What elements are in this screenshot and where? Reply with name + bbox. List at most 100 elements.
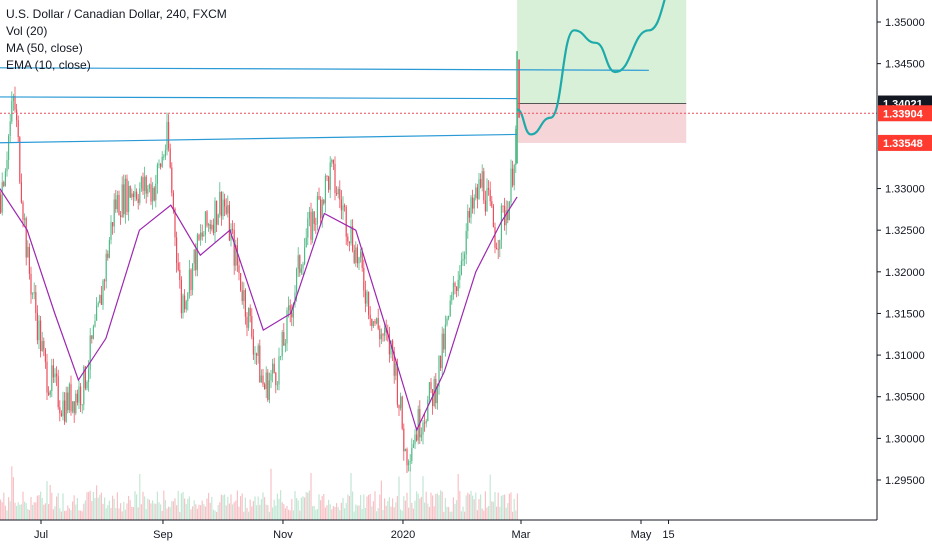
candle-body (299, 255, 301, 273)
candle-body (436, 387, 438, 404)
volume-bar (46, 481, 48, 520)
candle-body (3, 182, 5, 187)
volume-bar (54, 506, 56, 520)
candle-body (278, 356, 280, 385)
candle-body (144, 176, 146, 191)
volume-bar (459, 491, 461, 520)
volume-bar (9, 501, 11, 520)
candle-body (108, 239, 110, 258)
candle-body (168, 121, 170, 149)
candle-body (489, 189, 491, 202)
volume-bar (300, 497, 302, 520)
candle-body (241, 290, 243, 302)
candle-body (32, 293, 34, 295)
candle-body (344, 205, 346, 207)
legend-volume[interactable]: Vol (20) (6, 24, 48, 38)
volume-bar (507, 503, 509, 520)
price-tag-label: 1.33904 (883, 108, 924, 120)
candle-body (380, 334, 382, 340)
candle-body (468, 210, 470, 218)
volume-bar (454, 503, 456, 520)
candle-body (513, 164, 515, 186)
volume-bar (284, 508, 286, 520)
volume-bar (456, 500, 458, 520)
candle-body (283, 332, 285, 346)
volume-bar (176, 505, 178, 520)
volume-bar (420, 496, 422, 520)
volume-bar (377, 508, 379, 520)
candle-body (112, 222, 114, 227)
candle-body (1, 182, 3, 213)
candle-body (190, 269, 192, 291)
volume-bar (227, 496, 229, 520)
candle-body (222, 199, 224, 217)
volume-bar (0, 499, 2, 520)
volume-bar (427, 503, 429, 520)
candle-body (491, 201, 493, 207)
candle-body (443, 333, 445, 350)
volume-bar (422, 476, 424, 520)
candle-body (248, 307, 250, 328)
candle-body (393, 351, 395, 376)
volume-bar (334, 506, 336, 520)
volume-bar (228, 503, 230, 520)
candle-body (4, 171, 6, 187)
volume-bar (372, 501, 374, 520)
volume-bar (25, 503, 27, 520)
volume-bar (328, 499, 330, 520)
volume-bar (97, 497, 99, 520)
volume-bar (400, 509, 402, 520)
legend-ema[interactable]: EMA (10, close) (6, 58, 91, 72)
candle-body (72, 401, 74, 412)
volume-bar (416, 491, 418, 520)
candle-body (425, 420, 427, 424)
candle-body (307, 218, 309, 238)
volume-bar (179, 511, 181, 520)
volume-bar (160, 504, 162, 520)
candle-body (75, 393, 77, 414)
candle-body (449, 300, 451, 316)
volume-bar (270, 468, 272, 520)
volume-bar (65, 510, 67, 520)
volume-bar (515, 510, 517, 520)
candle-body (203, 234, 205, 237)
volume-bar (12, 477, 14, 520)
volume-bar (27, 509, 29, 520)
candle-body (192, 263, 194, 291)
candle-body (408, 461, 410, 466)
volume-bar (150, 503, 152, 520)
candle-body (496, 247, 498, 250)
candle-body (456, 286, 458, 292)
candle-body (358, 257, 360, 264)
candle-body (65, 392, 67, 422)
volume-bar (436, 493, 438, 520)
candle-body (137, 198, 139, 203)
candle-body (9, 121, 11, 137)
volume-bar (451, 511, 453, 520)
legend-ma[interactable]: MA (50, close) (6, 41, 83, 55)
volume-bar (172, 501, 174, 520)
volume-bar (14, 502, 16, 520)
candle-body (200, 232, 202, 240)
volume-bar (340, 502, 342, 520)
candle-body (398, 404, 400, 409)
volume-bar (473, 499, 475, 520)
volume-bar (316, 509, 318, 520)
candle-body (505, 210, 507, 226)
volume-bar (56, 496, 58, 520)
candle-body (417, 409, 419, 441)
candle-body (118, 195, 120, 216)
candle-body (438, 355, 440, 388)
candle-body (136, 191, 138, 199)
candle-body (49, 391, 51, 395)
volume-bar (249, 499, 251, 520)
candle-body (48, 392, 50, 395)
volume-bar (305, 492, 307, 520)
volume-bar (448, 507, 450, 520)
candle-body (348, 241, 350, 244)
candle-body (457, 279, 459, 292)
volume-bar (385, 505, 387, 520)
candle-body (142, 177, 144, 191)
